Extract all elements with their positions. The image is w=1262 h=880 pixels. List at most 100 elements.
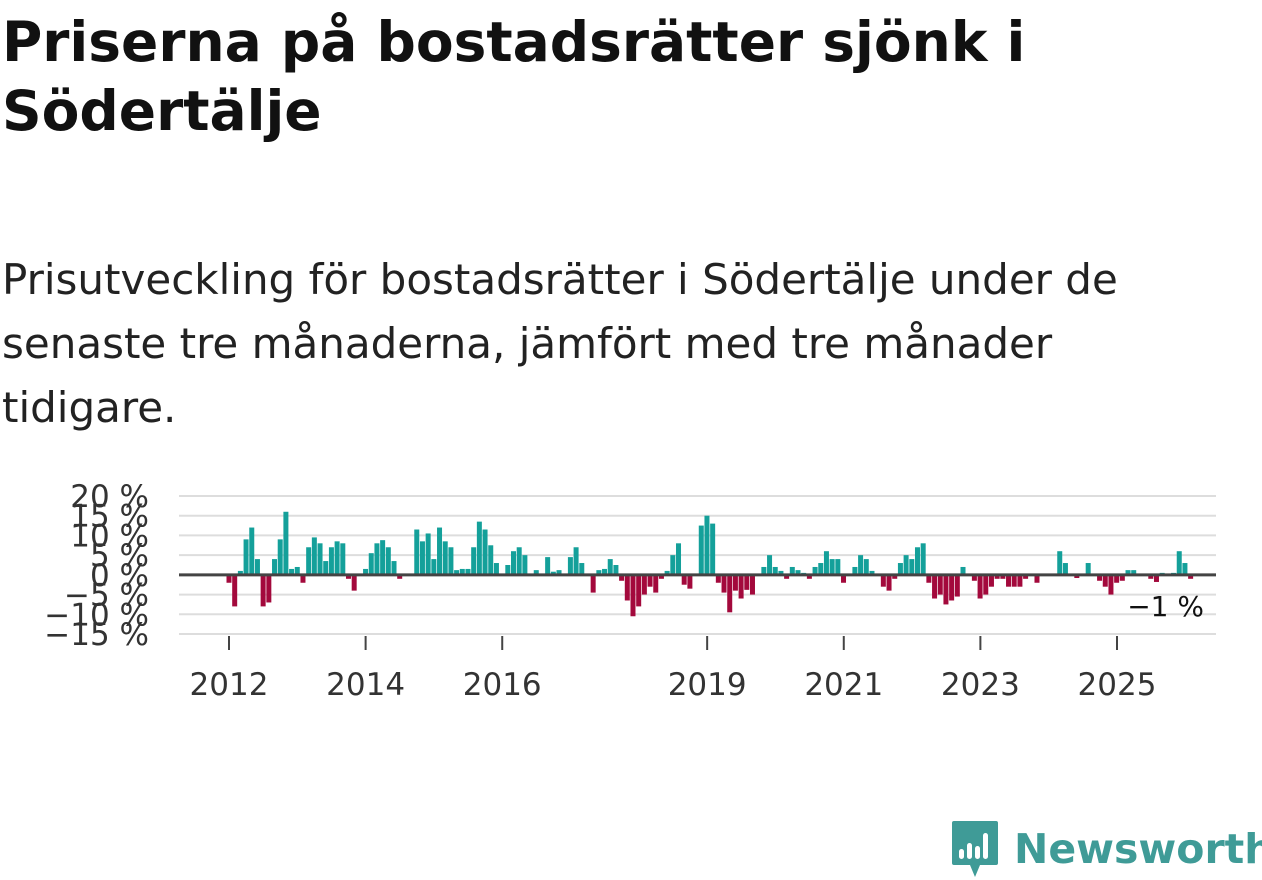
- bar: [897, 563, 903, 575]
- bar: [653, 574, 659, 593]
- bar: [704, 515, 710, 575]
- bar: [476, 521, 482, 575]
- bar: [340, 543, 346, 575]
- bar: [573, 547, 579, 575]
- x-tick-label: 2014: [326, 667, 405, 703]
- y-tick-label: 10 %: [70, 518, 149, 554]
- bar: [516, 547, 522, 575]
- bar: [676, 543, 682, 575]
- bar: [533, 570, 539, 575]
- bar: [983, 574, 989, 595]
- bar: [550, 571, 556, 575]
- bar: [909, 559, 915, 575]
- bar: [687, 574, 693, 589]
- bar: [863, 559, 869, 575]
- bar: [1062, 563, 1068, 575]
- newsworthy-logo-icon: [952, 821, 998, 877]
- bar: [835, 559, 841, 575]
- bar: [363, 568, 369, 575]
- bar: [260, 574, 266, 607]
- bar-chart: 20 %15 %10 %5 %0 %−5 %−10 %−15 % 2012 201…: [44, 479, 1216, 703]
- bar: [613, 565, 619, 575]
- bar: [892, 574, 898, 579]
- bar: [425, 533, 431, 575]
- newsworthy-wordmark: Newsworthy: [1014, 825, 1262, 873]
- bar: [954, 574, 960, 597]
- bar: [471, 547, 477, 575]
- bar: [1188, 574, 1194, 579]
- bar: [1097, 574, 1103, 581]
- bar: [254, 559, 260, 575]
- bar: [1108, 574, 1114, 595]
- bar: [351, 574, 357, 591]
- bar: [858, 555, 864, 575]
- bar: [266, 574, 272, 603]
- bar: [596, 570, 602, 575]
- x-tick-label: 2021: [804, 667, 883, 703]
- bar: [761, 566, 767, 575]
- bar: [1102, 574, 1108, 587]
- y-tick-label: 0 %: [90, 558, 149, 594]
- chart-subtitle: Prisutveckling för bostadsrätter i Söder…: [2, 255, 1118, 432]
- bar: [437, 527, 443, 575]
- bar: [328, 547, 334, 575]
- bar: [647, 574, 653, 587]
- bar: [334, 541, 340, 575]
- y-tick-label: 20 %: [70, 479, 149, 515]
- newsworthy-logo: Newsworthy: [950, 818, 1262, 880]
- x-axis: 2012 2014 2016 2019 2021 2023 2025: [190, 636, 1156, 703]
- bar: [818, 563, 824, 575]
- bar: [971, 574, 977, 581]
- bar: [806, 574, 812, 579]
- bar: [920, 543, 926, 575]
- bar: [590, 574, 596, 593]
- bar: [795, 570, 801, 575]
- bar: [1182, 563, 1188, 575]
- bar: [237, 570, 243, 575]
- bar: [567, 557, 573, 575]
- bar: [784, 574, 790, 579]
- bar: [602, 568, 608, 575]
- bar: [1153, 574, 1159, 582]
- bar: [277, 539, 283, 575]
- bar: [397, 574, 403, 579]
- bar: [869, 570, 875, 575]
- bar: [272, 559, 278, 575]
- bar: [317, 543, 323, 575]
- bar: [829, 559, 835, 575]
- bar: [465, 568, 471, 575]
- bar: [886, 574, 892, 591]
- bar: [232, 574, 238, 607]
- bar: [1011, 574, 1017, 587]
- bar: [1125, 570, 1131, 575]
- bar: [1176, 551, 1182, 575]
- bar: [977, 574, 983, 599]
- bar: [823, 551, 829, 575]
- end-value-label: −1 %: [1127, 590, 1204, 623]
- bar: [1057, 551, 1063, 575]
- bar: [1023, 574, 1029, 579]
- bar: [670, 555, 676, 575]
- y-tick-label: 5 %: [90, 538, 149, 574]
- bar: [903, 555, 909, 575]
- bar: [1119, 574, 1125, 581]
- bar: [289, 568, 295, 575]
- bar: [698, 525, 704, 575]
- bar: [488, 545, 494, 575]
- bar: [391, 561, 397, 575]
- bars: [226, 511, 1194, 617]
- bar: [482, 529, 488, 575]
- bar: [1114, 574, 1120, 583]
- bar: [345, 574, 351, 579]
- bar: [1148, 574, 1154, 579]
- bar: [1017, 574, 1023, 587]
- y-tick-label: −5 %: [64, 578, 149, 614]
- bar: [556, 570, 562, 575]
- bar: [943, 574, 949, 605]
- bar: [374, 543, 380, 575]
- bar: [323, 561, 329, 575]
- bar: [1074, 574, 1080, 579]
- bar: [738, 574, 744, 599]
- bar: [419, 541, 425, 575]
- bar: [852, 566, 858, 575]
